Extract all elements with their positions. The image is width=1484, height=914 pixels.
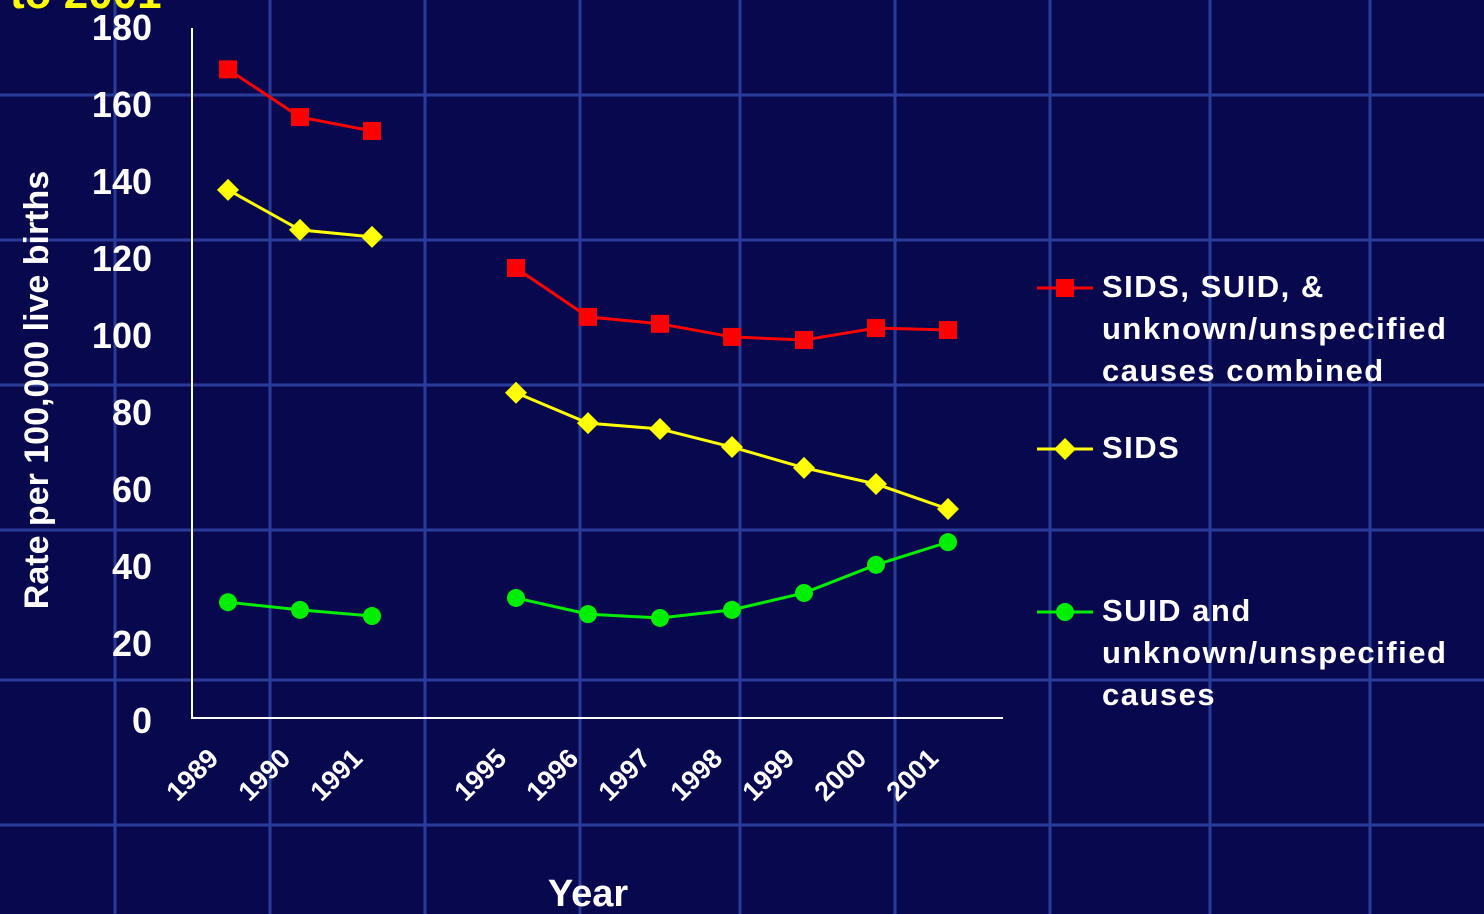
x-tick-label: 1999 (737, 743, 801, 807)
marker (723, 327, 741, 346)
marker (579, 605, 597, 624)
marker (363, 607, 381, 626)
y-tick-label: 160 (92, 84, 152, 125)
marker (219, 593, 237, 612)
y-tick-label: 60 (112, 469, 152, 510)
y-tick-label: 20 (112, 623, 152, 664)
marker (649, 417, 671, 440)
marker (217, 178, 239, 201)
series-line (227, 188, 949, 511)
legend-label: SIDS, SUID, & unknown/unspecified causes… (1102, 269, 1448, 388)
marker (651, 314, 669, 333)
y-tick-label: 120 (92, 238, 152, 279)
x-tick-label: 2001 (881, 743, 945, 807)
x-tick-label: 1989 (161, 743, 225, 807)
x-tick-label: 1998 (665, 743, 729, 807)
marker (577, 412, 599, 435)
marker (1056, 279, 1074, 297)
x-tick-label: 1995 (449, 743, 513, 807)
y-tick-label: 100 (92, 315, 152, 356)
x-tick-label: 1996 (521, 743, 585, 807)
marker (579, 307, 597, 326)
marker (721, 436, 743, 459)
y-tick-label: 180 (92, 7, 152, 48)
marker (939, 533, 957, 552)
marker (651, 608, 669, 627)
chart-title: to 2001 (10, 0, 162, 18)
x-tick-label: 1990 (233, 743, 297, 807)
marker (505, 381, 527, 404)
marker (289, 218, 311, 241)
x-tick-label: 1991 (305, 743, 369, 807)
x-tick-label: 2000 (809, 743, 873, 807)
y-tick-label: 0 (132, 700, 152, 741)
marker (291, 108, 309, 127)
marker (1056, 603, 1074, 621)
marker (291, 600, 309, 619)
y-tick-label: 80 (112, 392, 152, 433)
legend-label: SIDS (1102, 430, 1181, 465)
marker (867, 319, 885, 338)
x-axis-title: Year (548, 873, 629, 914)
marker (507, 259, 525, 278)
marker (507, 588, 525, 607)
y-tick-label: 140 (92, 161, 152, 202)
marker (865, 472, 887, 495)
y-tick-label: 40 (112, 546, 152, 587)
legend-label: SUID and unknown/unspecified causes (1102, 593, 1448, 712)
y-axis-title: Rate per 100,000 live births (18, 171, 56, 609)
marker (361, 225, 383, 248)
marker (795, 331, 813, 350)
marker (939, 320, 957, 339)
x-tick-label: 1997 (593, 743, 657, 807)
marker (867, 555, 885, 574)
marker (363, 121, 381, 140)
series-line (227, 68, 949, 342)
marker (793, 456, 815, 479)
marker (219, 60, 237, 79)
marker (795, 583, 813, 602)
marker (937, 498, 959, 521)
marker (723, 600, 741, 619)
marker (1054, 438, 1076, 460)
